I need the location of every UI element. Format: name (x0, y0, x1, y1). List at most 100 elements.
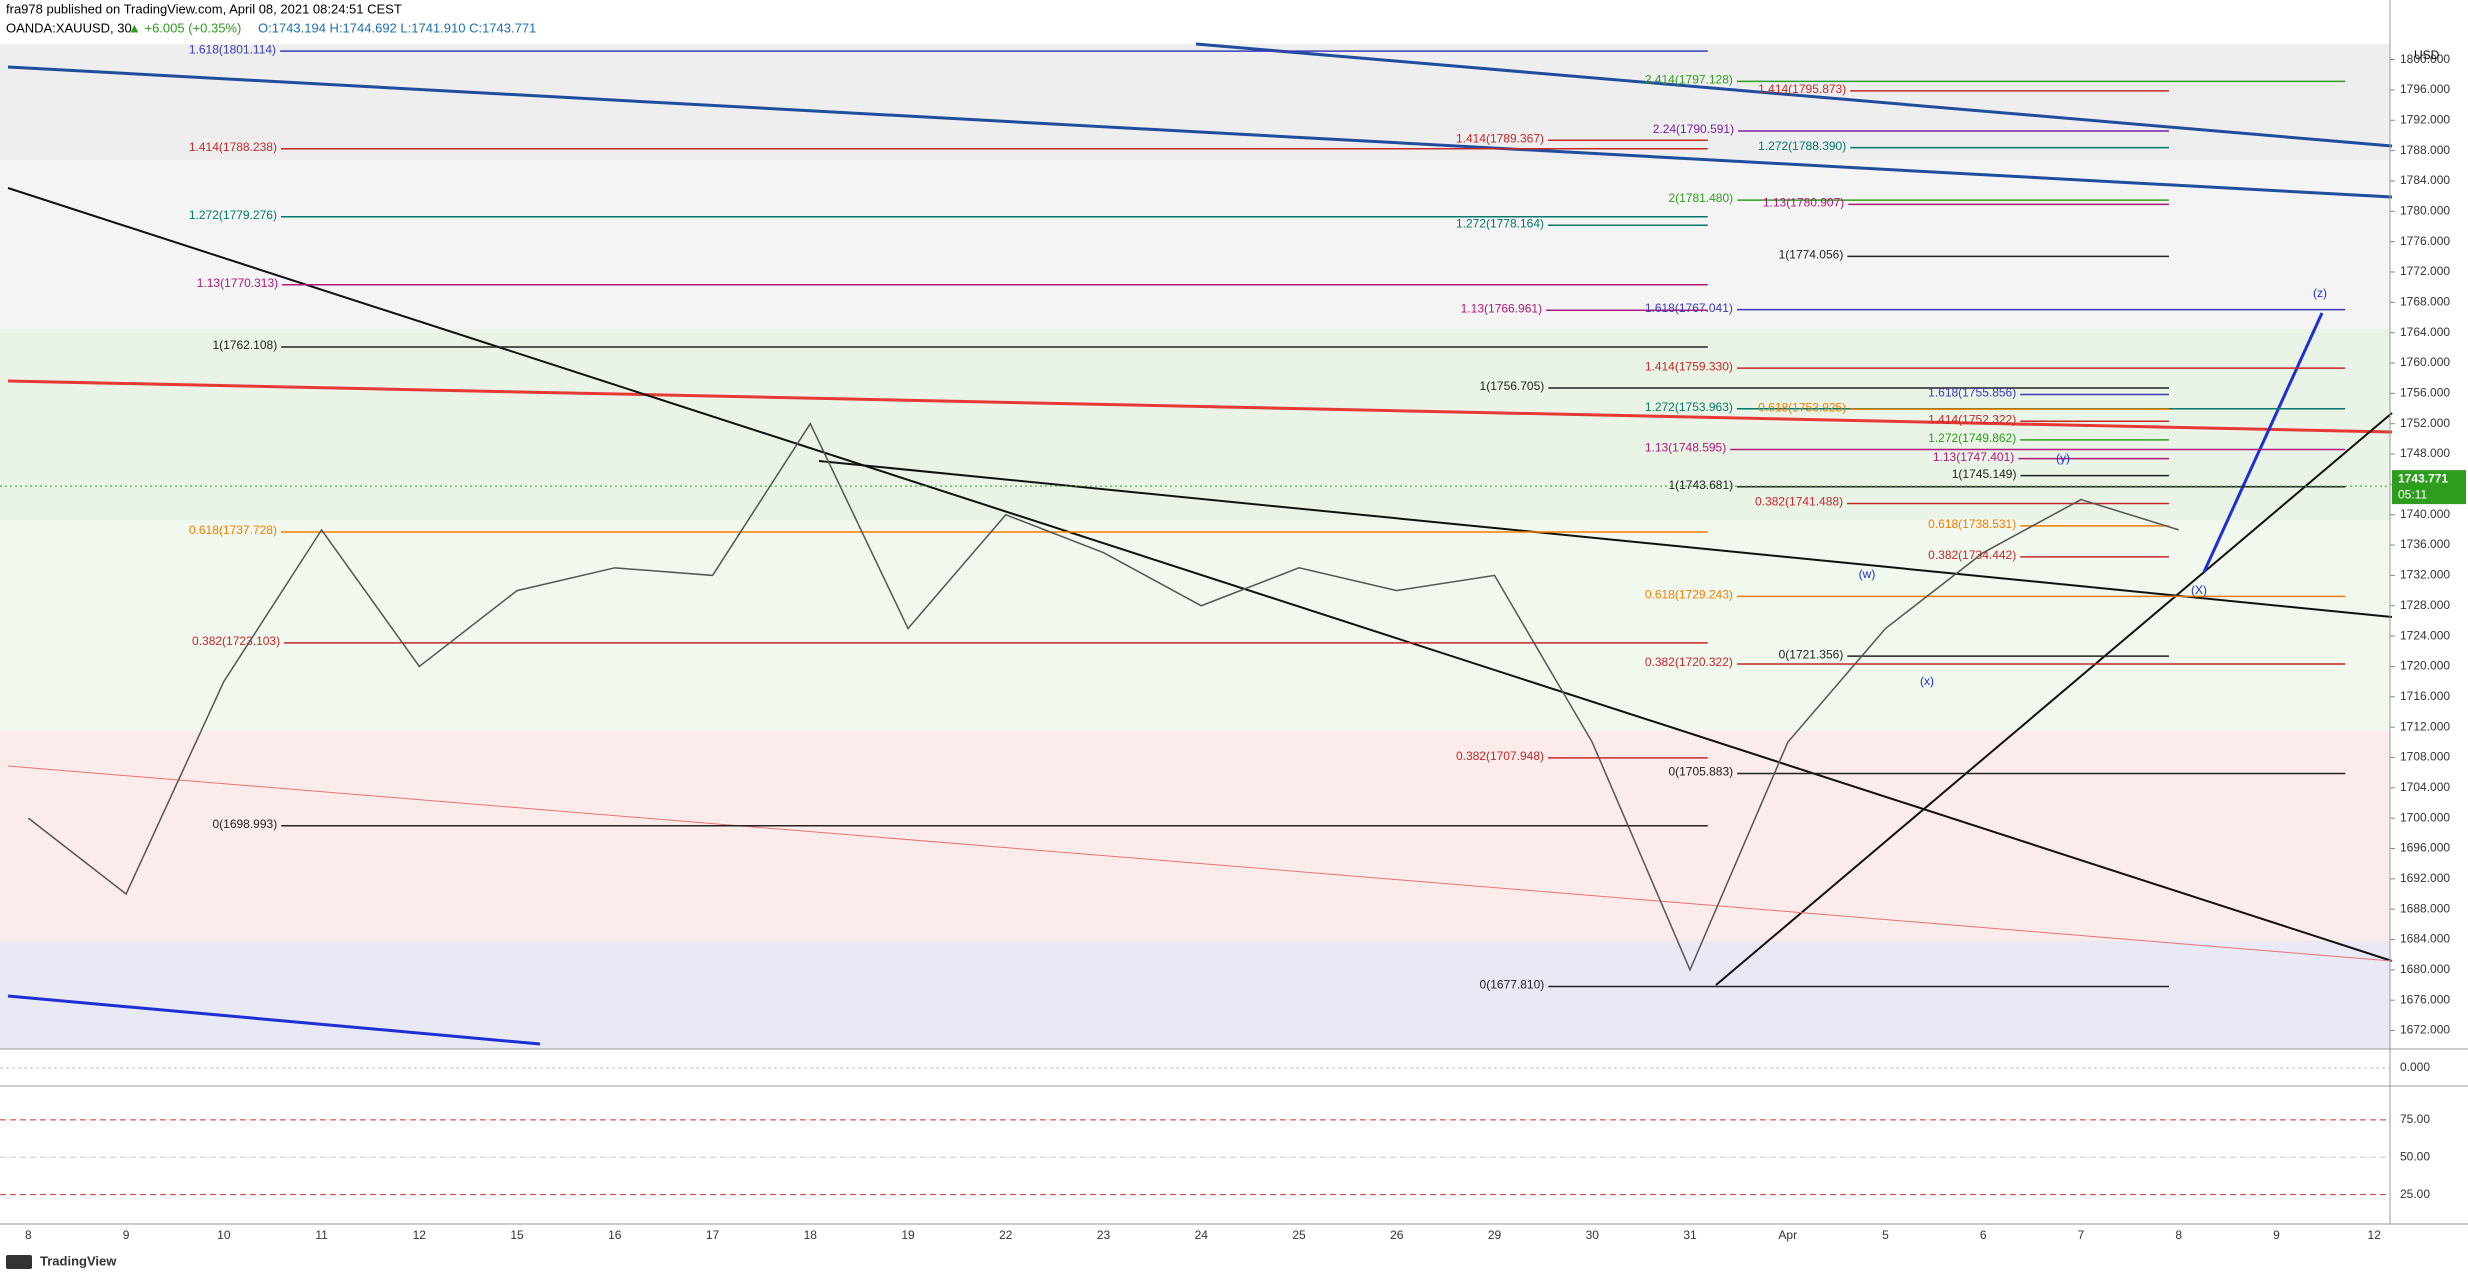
fib-label: 1.272(1753.963) (1645, 400, 1733, 414)
countdown: 05:11 (2398, 487, 2427, 501)
zone (0, 520, 2390, 731)
x-tick-label: 10 (217, 1228, 231, 1242)
symbol: OANDA:XAUUSD, 30 (6, 20, 132, 35)
fib-label: 0(1705.883) (1668, 765, 1733, 779)
wave-label: (w) (1859, 567, 1876, 581)
y-tick-label: 1696.000 (2400, 841, 2450, 855)
y-tick-label: 1800.000 (2400, 52, 2450, 66)
x-tick-label: 19 (901, 1228, 915, 1242)
y-tick-label: 1676.000 (2400, 992, 2450, 1006)
y-tick-label: 1692.000 (2400, 871, 2450, 885)
x-tick-label: 18 (804, 1228, 818, 1242)
fib-label: 1(1774.056) (1779, 248, 1844, 262)
trend-line (7, 765, 2393, 962)
fib-label: 1.13(1748.595) (1645, 441, 1726, 455)
fib-label: 1.272(1788.390) (1758, 139, 1846, 153)
fib-label: 1.272(1779.276) (189, 208, 277, 222)
y-tick-label: 1680.000 (2400, 962, 2450, 976)
y-tick-label: 1752.000 (2400, 416, 2450, 430)
y-tick-label: 1780.000 (2400, 203, 2450, 217)
fib-label: 1.272(1749.862) (1928, 431, 2016, 445)
fib-label: 1.13(1770.313) (197, 276, 278, 290)
rsi-tick-label: 25.00 (2400, 1187, 2430, 1201)
wave-label: (x) (1920, 674, 1934, 688)
y-tick-label: 1736.000 (2400, 537, 2450, 551)
y-tick-label: 1684.000 (2400, 932, 2450, 946)
last-price-label: 1743.771 (2398, 471, 2448, 485)
fib-label: 1.414(1788.238) (189, 140, 277, 154)
y-tick-label: 1772.000 (2400, 264, 2450, 278)
projection-line (2202, 312, 2324, 573)
y-tick-label: 1724.000 (2400, 628, 2450, 642)
x-tick-label: 7 (2078, 1228, 2085, 1242)
x-tick-label: 5 (1882, 1228, 1889, 1242)
fib-label: 0.382(1720.322) (1645, 655, 1733, 669)
y-tick-label: 1768.000 (2400, 294, 2450, 308)
x-tick-label: 23 (1097, 1228, 1111, 1242)
fib-label: 1.618(1767.041) (1645, 301, 1733, 315)
x-tick-label: Apr (1778, 1228, 1797, 1242)
fib-label: 0(1721.356) (1779, 647, 1844, 661)
x-tick-label: 24 (1195, 1228, 1209, 1242)
x-tick-label: 25 (1292, 1228, 1306, 1242)
y-tick-label: 1688.000 (2400, 901, 2450, 915)
x-tick-label: 29 (1488, 1228, 1502, 1242)
y-tick-label: 1716.000 (2400, 689, 2450, 703)
x-tick-label: 26 (1390, 1228, 1404, 1242)
y-tick-label: 1760.000 (2400, 355, 2450, 369)
y-tick-label: 1756.000 (2400, 386, 2450, 400)
fib-label: 1(1743.681) (1668, 478, 1733, 492)
fib-label: 2.414(1797.128) (1645, 73, 1733, 87)
y-tick-label: 1700.000 (2400, 810, 2450, 824)
fib-label: 1.618(1801.114) (189, 42, 276, 56)
publisher: fra978 published on TradingView.com, Apr… (6, 1, 402, 16)
fib-label: 1.414(1759.330) (1645, 359, 1733, 373)
y-tick-label: 1788.000 (2400, 143, 2450, 157)
y-tick-label: 1732.000 (2400, 568, 2450, 582)
fib-label: 1.13(1747.401) (1933, 450, 2014, 464)
zone (0, 941, 2390, 1049)
fib-label: 0.382(1741.488) (1755, 495, 1843, 509)
fib-label: 1.414(1795.873) (1758, 82, 1846, 96)
x-tick-label: 12 (2368, 1228, 2382, 1242)
fib-label: 0.382(1723.103) (192, 634, 280, 648)
fib-label: 0(1677.810) (1480, 978, 1545, 992)
y-tick-label: 1720.000 (2400, 659, 2450, 673)
x-tick-label: 6 (1980, 1228, 1987, 1242)
fib-label: 1.13(1780.907) (1763, 196, 1844, 210)
y-tick-label: 1704.000 (2400, 780, 2450, 794)
x-tick-label: 15 (510, 1228, 524, 1242)
rsi-tick-label: 50.00 (2400, 1149, 2430, 1163)
fib-label: 1.414(1789.367) (1456, 131, 1544, 145)
trend-line (7, 187, 2393, 962)
wave-label: (z) (2313, 286, 2327, 300)
fib-label: 1(1756.705) (1480, 379, 1545, 393)
y-tick-label: 1672.000 (2400, 1023, 2450, 1037)
x-tick-label: 9 (2273, 1228, 2280, 1242)
fib-label: 2(1781.480) (1668, 191, 1733, 205)
zone (0, 44, 2390, 160)
fib-label: 0.382(1734.442) (1928, 548, 2016, 562)
trend-line (818, 460, 2393, 618)
fib-label: 1.414(1752.322) (1928, 412, 2016, 426)
wave-label: (X) (2191, 583, 2207, 597)
trend-line (7, 379, 2393, 434)
fib-label: 0.618(1729.243) (1645, 587, 1733, 601)
fib-label: 1.272(1778.164) (1456, 216, 1544, 230)
y-tick-label: 1792.000 (2400, 112, 2450, 126)
trend-line (1195, 42, 2393, 148)
fib-label: 1(1745.149) (1952, 467, 2017, 481)
x-tick-label: 22 (999, 1228, 1013, 1242)
x-tick-label: 30 (1586, 1228, 1600, 1242)
zone (0, 160, 2390, 329)
change: ▲ +6.005 (+0.35%) (128, 20, 241, 35)
fib-label: 0(1698.993) (212, 817, 277, 831)
x-tick-label: 17 (706, 1228, 720, 1242)
y-tick-label: 1708.000 (2400, 750, 2450, 764)
trend-line (7, 65, 2393, 199)
fib-label: 1.13(1766.961) (1461, 301, 1542, 315)
y-tick-label: 1748.000 (2400, 446, 2450, 460)
fib-label: 0.382(1707.948) (1456, 749, 1544, 763)
